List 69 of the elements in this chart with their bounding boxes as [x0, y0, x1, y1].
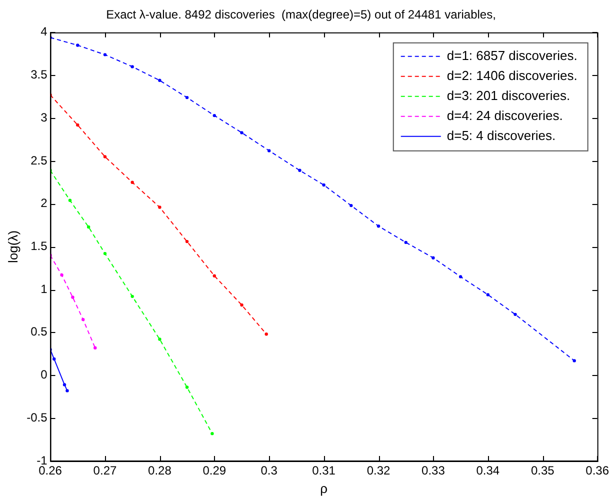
point	[185, 240, 189, 244]
point	[486, 293, 490, 296]
point	[404, 240, 408, 244]
point	[212, 114, 216, 118]
y-tick-label: 1.5	[30, 239, 48, 254]
y-tick-label: 3.5	[30, 68, 48, 82]
point	[350, 204, 353, 208]
x-tick-label: 0.29	[202, 464, 226, 478]
point	[158, 78, 162, 82]
point	[432, 256, 435, 260]
point	[267, 149, 271, 152]
point	[572, 359, 576, 362]
point	[103, 53, 107, 56]
x-tick-label: 0.28	[148, 464, 172, 478]
y-tick-label: 1	[40, 282, 48, 296]
y-tick-label: 3	[40, 110, 48, 124]
point	[376, 224, 380, 228]
point	[60, 273, 64, 277]
point	[240, 131, 244, 134]
point	[52, 357, 56, 361]
y-tick-label: 4	[40, 24, 48, 39]
point	[82, 318, 85, 322]
y-tick-label: 2	[40, 196, 48, 210]
y-axis-title: log(λ)	[5, 230, 20, 263]
point	[210, 432, 214, 436]
point	[458, 275, 462, 278]
point	[66, 389, 69, 392]
x-axis-title: ρ	[320, 480, 328, 496]
x-tick-label: 0.3	[260, 464, 278, 478]
point	[71, 296, 74, 299]
legend-label: d=5: 4 discoveries.	[446, 128, 556, 143]
y-tick-label: 0.5	[30, 324, 48, 339]
point	[264, 332, 268, 336]
legend-label: d=4: 24 discoveries.	[446, 108, 563, 123]
point	[185, 386, 189, 389]
point	[240, 303, 244, 307]
x-tick-label: 0.31	[312, 464, 336, 478]
y-tick-label: -0.5	[26, 410, 48, 424]
y-tick-label: 2.5	[30, 153, 48, 168]
chart-title: Exact λ-value. 8492 discoveries (max(degree)=5) out of 24481 variables,	[106, 8, 496, 22]
point	[158, 206, 162, 209]
point	[322, 183, 326, 187]
point	[514, 312, 517, 316]
point	[212, 274, 216, 278]
line-series	[50, 36, 576, 362]
point	[94, 346, 97, 350]
x-tick-label: 0.27	[93, 464, 117, 478]
point	[158, 338, 162, 341]
point	[76, 44, 80, 47]
point	[103, 155, 107, 158]
legend-label: d=3: 201 discoveries.	[446, 88, 570, 103]
y-tick-label: 0	[40, 368, 48, 382]
point	[298, 168, 302, 172]
point	[68, 198, 72, 202]
point	[76, 123, 80, 127]
x-tick-label: 0.35	[530, 464, 555, 478]
point	[130, 65, 134, 68]
point	[62, 383, 66, 386]
x-tick-label: 0.33	[422, 464, 446, 478]
legend-label: d=2: 1406 discoveries.	[446, 68, 578, 83]
point	[185, 96, 189, 100]
x-tick-label: 0.36	[586, 464, 610, 478]
point	[86, 225, 90, 229]
legend-label: d=1: 6857 discoveries.	[446, 48, 578, 63]
x-tick-label: 0.32	[366, 464, 391, 478]
point	[130, 294, 134, 298]
x-tick-label: 0.34	[476, 464, 500, 478]
point	[103, 252, 107, 256]
point	[130, 180, 134, 184]
